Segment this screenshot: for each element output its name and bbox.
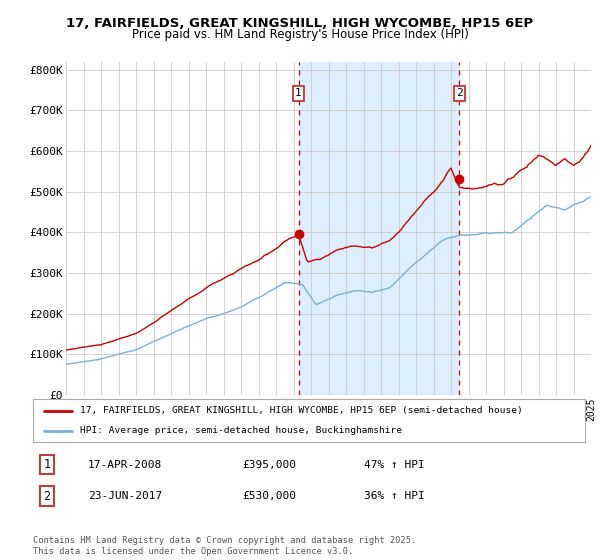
Text: 17, FAIRFIELDS, GREAT KINGSHILL, HIGH WYCOMBE, HP15 6EP (semi-detached house): 17, FAIRFIELDS, GREAT KINGSHILL, HIGH WY… — [80, 406, 523, 415]
Text: Price paid vs. HM Land Registry's House Price Index (HPI): Price paid vs. HM Land Registry's House … — [131, 28, 469, 41]
Text: £530,000: £530,000 — [243, 491, 297, 501]
Text: 1: 1 — [43, 458, 50, 471]
Text: 1: 1 — [295, 88, 302, 98]
Text: 17-APR-2008: 17-APR-2008 — [88, 460, 163, 469]
Text: 36% ↑ HPI: 36% ↑ HPI — [364, 491, 425, 501]
Text: 23-JUN-2017: 23-JUN-2017 — [88, 491, 163, 501]
Text: 17, FAIRFIELDS, GREAT KINGSHILL, HIGH WYCOMBE, HP15 6EP: 17, FAIRFIELDS, GREAT KINGSHILL, HIGH WY… — [67, 17, 533, 30]
Text: HPI: Average price, semi-detached house, Buckinghamshire: HPI: Average price, semi-detached house,… — [80, 426, 402, 435]
Text: 2: 2 — [456, 88, 463, 98]
Text: 2: 2 — [43, 489, 50, 502]
Bar — [299, 62, 460, 395]
Text: Contains HM Land Registry data © Crown copyright and database right 2025.
This d: Contains HM Land Registry data © Crown c… — [33, 536, 416, 556]
Text: 47% ↑ HPI: 47% ↑ HPI — [364, 460, 425, 469]
Text: £395,000: £395,000 — [243, 460, 297, 469]
